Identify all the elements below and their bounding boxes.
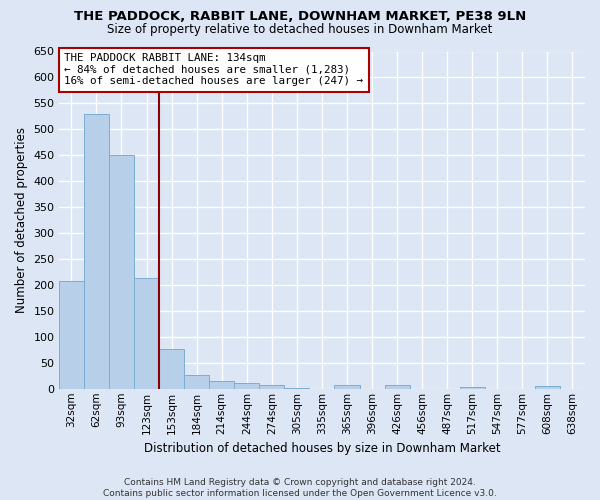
Bar bbox=[59, 282, 84, 389]
Text: THE PADDOCK RABBIT LANE: 134sqm
← 84% of detached houses are smaller (1,283)
16%: THE PADDOCK RABBIT LANE: 134sqm ← 84% of… bbox=[64, 53, 363, 86]
Bar bbox=[460, 386, 485, 389]
Bar bbox=[234, 382, 259, 389]
Bar bbox=[159, 349, 184, 389]
Bar bbox=[334, 385, 359, 389]
Bar bbox=[184, 376, 209, 389]
Bar bbox=[84, 114, 109, 389]
Bar bbox=[259, 384, 284, 389]
Text: Contains HM Land Registry data © Crown copyright and database right 2024.
Contai: Contains HM Land Registry data © Crown c… bbox=[103, 478, 497, 498]
Text: THE PADDOCK, RABBIT LANE, DOWNHAM MARKET, PE38 9LN: THE PADDOCK, RABBIT LANE, DOWNHAM MARKET… bbox=[74, 10, 526, 23]
Bar bbox=[535, 386, 560, 389]
Text: Size of property relative to detached houses in Downham Market: Size of property relative to detached ho… bbox=[107, 22, 493, 36]
X-axis label: Distribution of detached houses by size in Downham Market: Distribution of detached houses by size … bbox=[143, 442, 500, 455]
Bar bbox=[134, 278, 159, 389]
Bar bbox=[109, 155, 134, 389]
Bar bbox=[284, 388, 310, 389]
Bar bbox=[209, 381, 234, 389]
Y-axis label: Number of detached properties: Number of detached properties bbox=[15, 127, 28, 313]
Bar bbox=[385, 384, 410, 389]
